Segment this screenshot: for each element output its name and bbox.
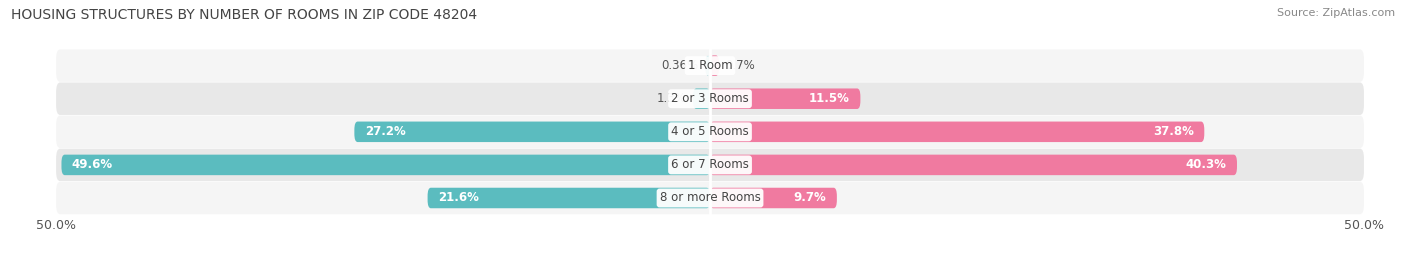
- FancyBboxPatch shape: [427, 188, 710, 208]
- Text: 21.6%: 21.6%: [439, 192, 479, 204]
- FancyBboxPatch shape: [56, 83, 1364, 115]
- FancyBboxPatch shape: [56, 116, 1364, 148]
- Text: 40.3%: 40.3%: [1185, 158, 1226, 171]
- Text: 0.7%: 0.7%: [725, 59, 755, 72]
- FancyBboxPatch shape: [710, 55, 720, 76]
- FancyBboxPatch shape: [56, 182, 1364, 214]
- FancyBboxPatch shape: [710, 89, 860, 109]
- Text: 37.8%: 37.8%: [1153, 125, 1194, 138]
- Text: 9.7%: 9.7%: [793, 192, 827, 204]
- FancyBboxPatch shape: [56, 49, 1364, 82]
- FancyBboxPatch shape: [710, 155, 1237, 175]
- FancyBboxPatch shape: [354, 122, 710, 142]
- Text: Source: ZipAtlas.com: Source: ZipAtlas.com: [1277, 8, 1395, 18]
- FancyBboxPatch shape: [710, 122, 1205, 142]
- Text: 1 Room: 1 Room: [688, 59, 733, 72]
- FancyBboxPatch shape: [56, 149, 1364, 181]
- FancyBboxPatch shape: [62, 155, 710, 175]
- FancyBboxPatch shape: [706, 55, 710, 76]
- FancyBboxPatch shape: [710, 188, 837, 208]
- Text: 8 or more Rooms: 8 or more Rooms: [659, 192, 761, 204]
- Text: 6 or 7 Rooms: 6 or 7 Rooms: [671, 158, 749, 171]
- Text: 11.5%: 11.5%: [808, 92, 851, 105]
- FancyBboxPatch shape: [693, 89, 710, 109]
- Text: 1.3%: 1.3%: [657, 92, 686, 105]
- Text: 2 or 3 Rooms: 2 or 3 Rooms: [671, 92, 749, 105]
- Text: 49.6%: 49.6%: [72, 158, 112, 171]
- Text: HOUSING STRUCTURES BY NUMBER OF ROOMS IN ZIP CODE 48204: HOUSING STRUCTURES BY NUMBER OF ROOMS IN…: [11, 8, 478, 22]
- Text: 4 or 5 Rooms: 4 or 5 Rooms: [671, 125, 749, 138]
- Text: 0.36%: 0.36%: [662, 59, 699, 72]
- Text: 27.2%: 27.2%: [364, 125, 405, 138]
